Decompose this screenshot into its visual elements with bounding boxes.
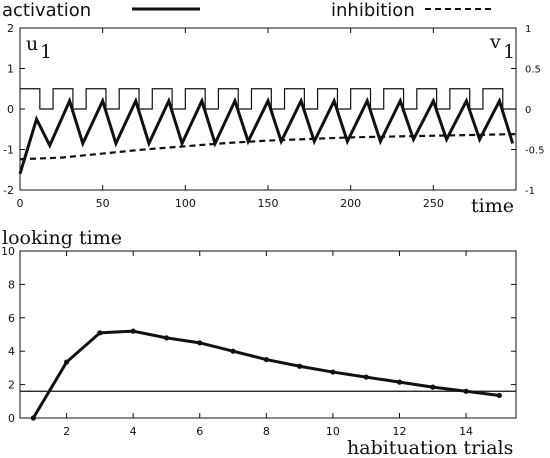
looking-time-point [263,356,269,363]
top-right-y-tick-label: -1 [525,186,535,197]
looking-time-point [363,374,369,380]
looking-time-point [463,388,469,394]
top-tick-group: 0 50 100 150 200 250 -2 -1 0 1 2 -1 -0.5 0 0.5 1 [3,22,544,210]
bottom-x-tick-label: 2 [63,425,70,438]
bottom-plot-frame [19,250,517,419]
top-series-group [18,88,517,175]
top-x-tick-label: 0 [17,197,24,210]
top-left-y-tick-label: 2 [7,22,14,35]
looking-time-point [163,335,170,341]
looking-time-point [330,369,336,375]
top-right-y-tick-label: 0 [525,105,531,116]
top-left-y-tick-label: -2 [3,184,14,197]
top-x-tick-label: 200 [340,197,361,210]
bottom-x-tick-label: 8 [263,425,270,438]
top-right-y-tick-label: -0.5 [525,146,545,157]
bottom-y-tick-label: 10 [1,245,15,258]
legend-activation-label: activation [2,0,91,21]
bottom-tick-group: 2 4 6 8 10 12 14 0 2 4 6 8 10 [1,245,516,438]
legend-inhibition-label: inhibition [331,0,415,21]
top-x-tick-label: 250 [423,197,444,210]
top-left-axis-subscript: 1 [40,41,52,63]
top-right-axis-subscript: 1 [503,41,515,63]
looking-time-point [297,363,303,369]
looking-time-point [97,330,103,336]
bottom-chart-title: looking time [2,227,122,249]
bottom-y-tick-label: 0 [8,412,15,425]
top-right-y-tick-label: 1 [525,24,531,35]
top-left-y-tick-label: 1 [7,63,14,76]
looking-time-point [130,328,136,334]
bottom-x-tick-label: 6 [196,425,203,438]
looking-time-point [496,392,502,399]
bottom-x-tick-label: 10 [326,425,340,438]
bottom-x-axis-label: habituation trials [347,437,513,458]
activation-series-line [18,96,515,175]
bottom-y-tick-label: 6 [8,312,15,325]
looking-time-point [430,384,436,390]
looking-time-series-line [32,329,500,419]
top-x-tick-label: 150 [258,197,279,210]
top-left-y-tick-label: 0 [7,103,14,116]
looking-time-point [230,348,236,354]
looking-time-point [30,415,36,421]
top-x-tick-label: 50 [96,197,110,210]
bottom-y-tick-label: 4 [8,345,15,358]
bottom-x-tick-label: 14 [459,425,473,438]
top-x-axis-label: time [471,195,514,217]
bottom-x-tick-label: 4 [130,425,137,438]
top-left-y-tick-label: -1 [3,144,14,157]
top-left-axis-label: u [26,33,38,55]
bottom-y-tick-label: 2 [8,379,15,392]
bottom-y-tick-label: 8 [8,278,15,291]
stimulus-pulse-line [20,88,516,110]
looking-time-point [197,340,203,346]
top-x-tick-label: 100 [175,197,196,210]
inhibition-series-line [19,133,517,161]
bottom-series-group [20,328,516,421]
looking-time-point [64,359,70,365]
looking-time-point [396,379,403,385]
bottom-x-tick-label: 12 [392,425,406,438]
top-right-y-tick-label: 0.5 [525,65,541,76]
top-right-axis-label: v [489,31,501,53]
